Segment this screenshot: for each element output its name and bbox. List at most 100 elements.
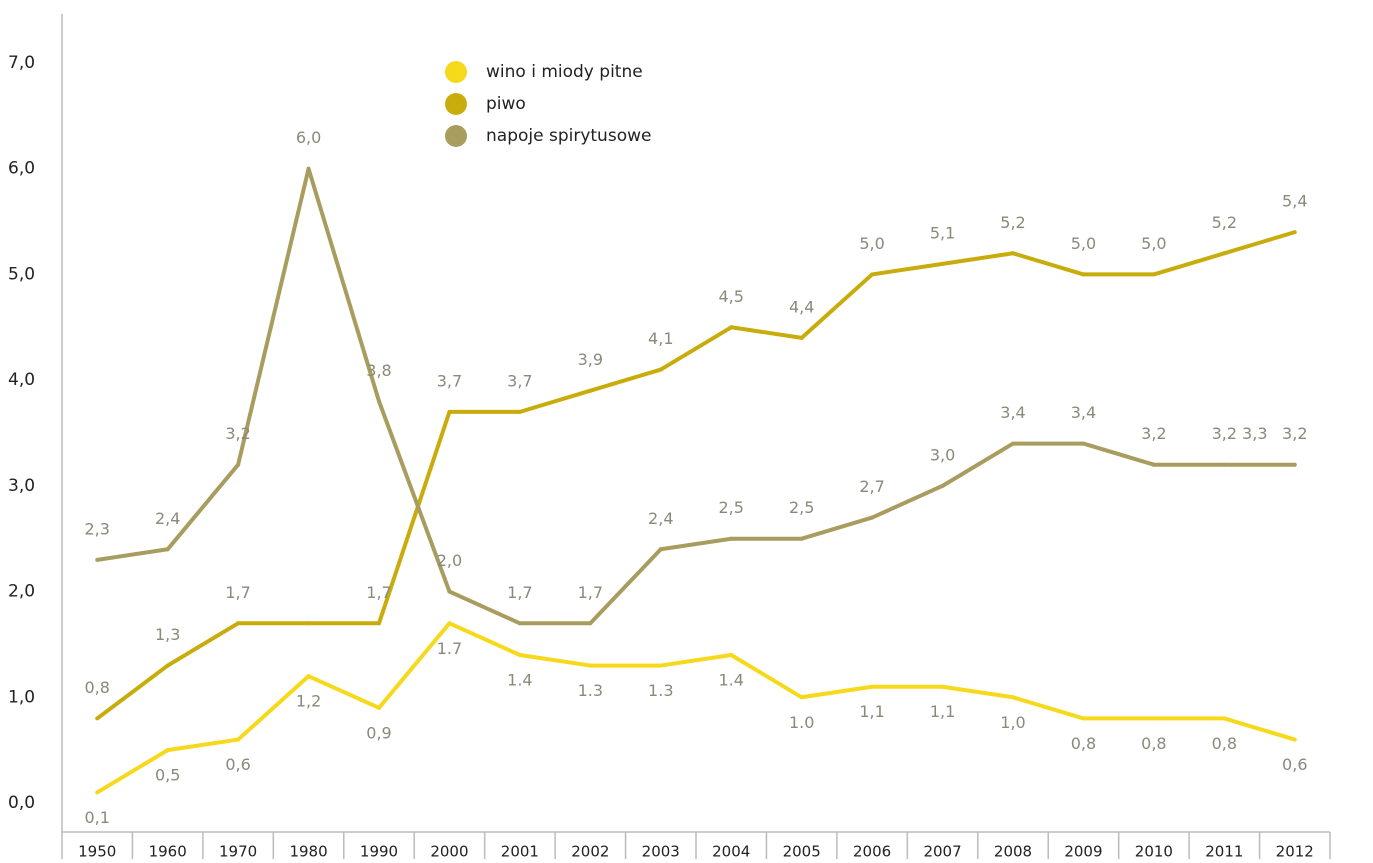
x-tick-label: 2011: [1205, 843, 1243, 860]
x-tick-label: 2004: [712, 843, 750, 860]
value-label: 2,5: [718, 498, 743, 517]
value-label: 1.4: [507, 671, 532, 690]
value-label: 2,7: [859, 477, 884, 496]
data-point: [729, 653, 734, 657]
legend-marker: [445, 93, 467, 115]
value-label: 5,0: [1141, 234, 1166, 253]
value-label: 3,2: [1282, 424, 1307, 443]
y-tick-label: 3,0: [8, 476, 35, 496]
data-point: [1081, 441, 1086, 446]
data-point: [517, 653, 522, 657]
value-label: 1.0: [789, 713, 814, 732]
value-label: 1,7: [578, 583, 603, 602]
value-label: 0,6: [225, 755, 250, 774]
value-label: 3,9: [578, 350, 603, 369]
value-label: 3,2: [1212, 424, 1237, 443]
x-tick-label: 2012: [1276, 843, 1314, 860]
value-label: 3,7: [507, 371, 532, 390]
value-label: 5,2: [1212, 213, 1237, 232]
value-label: 5,1: [930, 223, 955, 242]
data-point: [799, 335, 804, 340]
value-label: 1,2: [296, 692, 321, 711]
value-label: 4,5: [718, 287, 743, 306]
legend-marker: [445, 61, 467, 83]
data-point: [236, 621, 241, 626]
data-point: [799, 695, 804, 700]
value-label: 4,1: [648, 329, 673, 348]
data-point: [588, 621, 593, 626]
value-label: 0,8: [1212, 734, 1237, 753]
value-label: 0,9: [366, 723, 391, 742]
data-point: [1011, 441, 1015, 446]
value-label: 1,1: [859, 702, 884, 721]
x-tick-label: 2009: [1064, 843, 1102, 860]
value-label: 2,4: [648, 509, 673, 528]
data-point: [306, 674, 311, 679]
x-tick-label: 2007: [923, 843, 961, 860]
value-label: 1,0: [1000, 713, 1025, 732]
value-label: 1,3: [155, 625, 180, 644]
data-point: [517, 409, 522, 414]
legend-label: piwo: [486, 94, 526, 114]
x-tick-label: 1990: [360, 843, 398, 860]
value-label: 1,1: [930, 702, 955, 721]
data-point: [940, 261, 945, 266]
value-label: 0,1: [84, 808, 109, 827]
data-point: [95, 557, 100, 562]
series-line: [96, 230, 1296, 721]
value-label: 2,5: [789, 498, 814, 517]
series-line: [96, 621, 1296, 795]
x-tick-label: 2003: [642, 843, 680, 860]
data-point: [377, 399, 381, 404]
x-tick-label: 2000: [430, 843, 468, 860]
data-point: [1292, 462, 1297, 467]
data-point: [940, 684, 945, 689]
data-point: [729, 325, 734, 330]
legend-label: napoje spirytusowe: [486, 126, 651, 146]
data-point: [729, 536, 734, 541]
data-point: [236, 462, 241, 467]
value-label: 3,0: [930, 445, 955, 464]
data-point: [1222, 716, 1227, 721]
data-point: [1081, 716, 1086, 721]
series-line: [96, 166, 1295, 626]
data-point: [1011, 695, 1015, 700]
data-point: [1292, 230, 1297, 235]
value-label: 0,8: [1141, 734, 1166, 753]
data-point: [95, 790, 100, 795]
data-point: [870, 684, 875, 689]
value-label: 5,2: [1000, 213, 1025, 232]
data-point: [1292, 737, 1297, 742]
data-point: [165, 547, 170, 552]
y-tick-label: 6,0: [8, 159, 35, 179]
data-point: [517, 621, 522, 626]
value-label: 3,4: [1071, 403, 1096, 422]
value-label: 1.7: [437, 639, 462, 658]
value-label: 3,4: [1000, 403, 1025, 422]
value-label: 5,0: [1071, 234, 1096, 253]
x-tick-label: 1950: [78, 843, 116, 860]
x-tick-label: 1980: [289, 843, 327, 860]
value-label: 3,2: [1141, 424, 1166, 443]
data-point: [940, 483, 945, 488]
data-point: [1081, 272, 1086, 277]
value-label: 0,6: [1282, 755, 1307, 774]
x-tick-label: 2001: [501, 843, 539, 860]
value-label: 6,0: [296, 128, 321, 147]
data-point: [306, 166, 311, 171]
x-tick-label: 2005: [783, 843, 821, 860]
legend-label: wino i miody pitne: [486, 62, 643, 82]
value-label: 2,0: [437, 551, 462, 570]
data-point: [236, 737, 241, 742]
value-label: 5,4: [1282, 192, 1307, 211]
x-tick-label: 2002: [571, 843, 609, 860]
y-tick-label: 5,0: [8, 264, 35, 284]
data-point: [870, 272, 875, 277]
data-point: [588, 388, 593, 393]
data-point: [447, 589, 452, 594]
data-point: [1222, 462, 1227, 467]
data-point: [306, 621, 311, 626]
value-label: 1,7: [225, 583, 250, 602]
x-tick-label: 1960: [149, 843, 187, 860]
